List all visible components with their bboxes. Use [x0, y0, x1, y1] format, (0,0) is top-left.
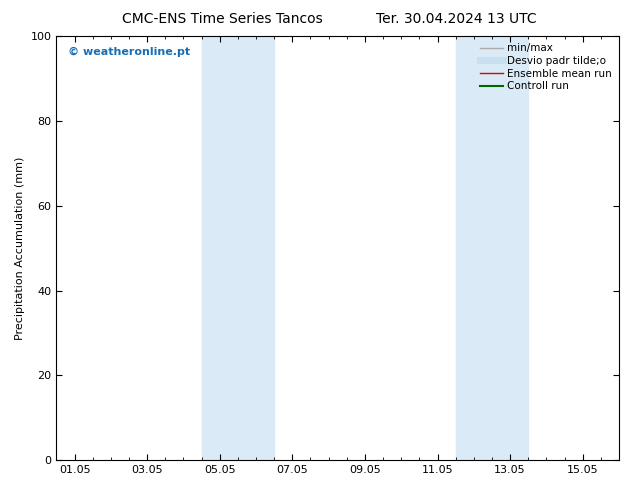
- Bar: [202, 36, 274, 460]
- Text: © weatheronline.pt: © weatheronline.pt: [68, 47, 190, 57]
- Y-axis label: Precipitation Accumulation (mm): Precipitation Accumulation (mm): [15, 156, 25, 340]
- Text: CMC-ENS Time Series Tancos: CMC-ENS Time Series Tancos: [122, 12, 322, 26]
- Legend: min/max, Desvio padr tilde;o, Ensemble mean run, Controll run: min/max, Desvio padr tilde;o, Ensemble m…: [476, 39, 616, 96]
- Bar: [456, 36, 528, 460]
- Text: Ter. 30.04.2024 13 UTC: Ter. 30.04.2024 13 UTC: [376, 12, 537, 26]
